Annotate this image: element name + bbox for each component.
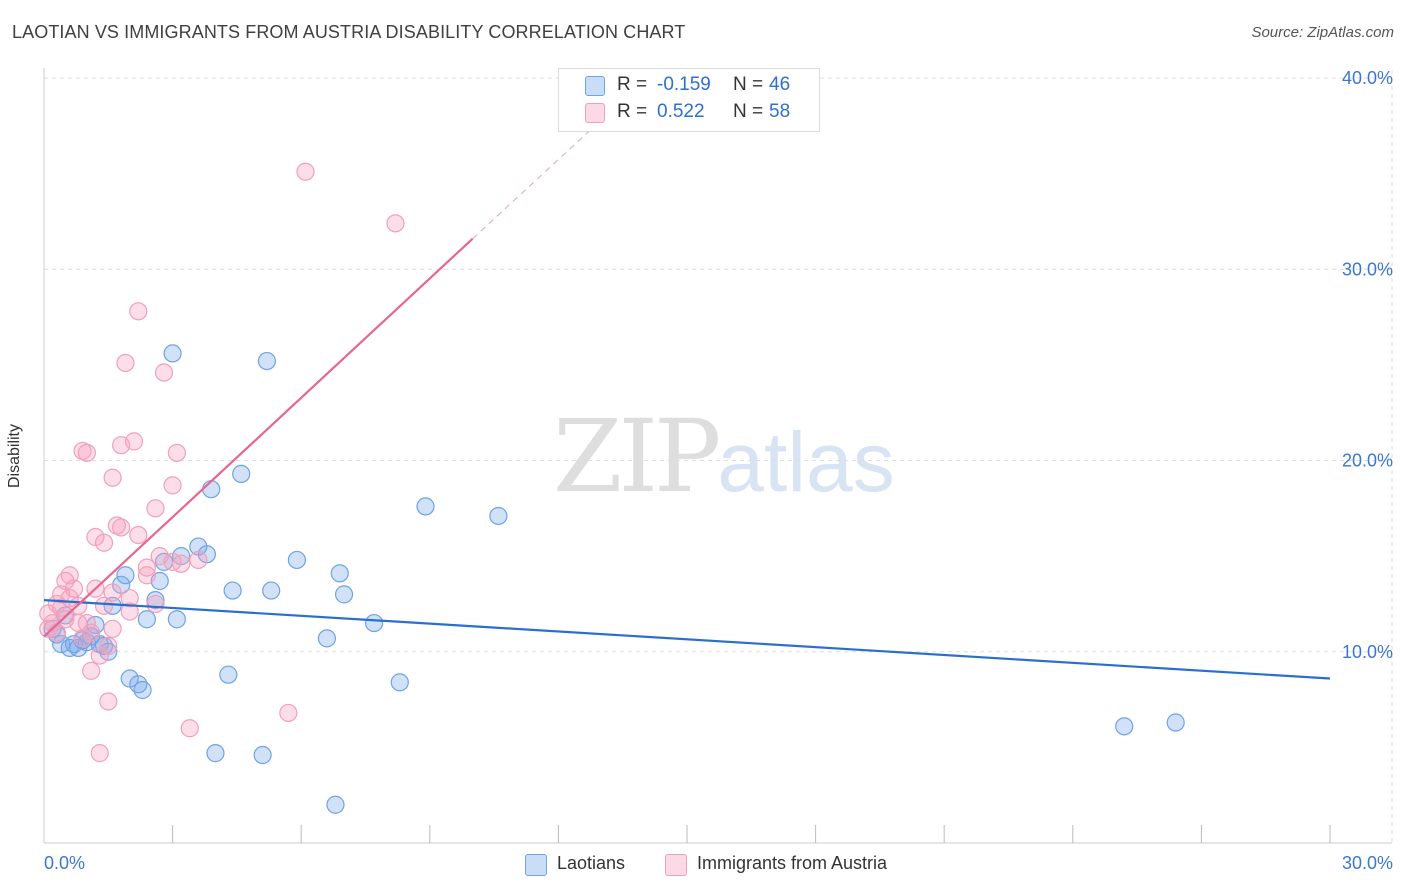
point-laotians bbox=[489, 506, 508, 526]
point-austria bbox=[64, 579, 84, 598]
y-tick-label: 30.0% bbox=[1342, 259, 1393, 279]
point-austria bbox=[129, 525, 148, 545]
stats-legend: R = -0.159 N = 46 R = 0.522 N = 58 bbox=[558, 68, 820, 132]
point-austria bbox=[296, 162, 315, 181]
point-laotians bbox=[330, 564, 349, 583]
point-austria bbox=[163, 476, 182, 495]
point-austria bbox=[189, 550, 208, 570]
point-laotians bbox=[317, 629, 337, 648]
trend-line-laotians bbox=[43, 599, 1331, 680]
x-tick-label: 0.0% bbox=[44, 853, 85, 873]
r-label: R = bbox=[617, 74, 648, 95]
point-laotians bbox=[167, 610, 186, 629]
point-austria bbox=[82, 661, 101, 680]
point-laotians bbox=[99, 642, 118, 661]
watermark-atlas: atlas bbox=[717, 415, 895, 509]
r-label: R = bbox=[617, 101, 648, 122]
y-tick-label: 40.0% bbox=[1342, 68, 1393, 88]
point-austria bbox=[120, 589, 139, 608]
point-laotians bbox=[364, 613, 384, 633]
n-value-austria: 58 bbox=[769, 101, 791, 122]
trend-line-extension-austria bbox=[472, 123, 598, 240]
point-austria bbox=[99, 636, 118, 656]
bottom-legend: Laotians Immigrants from Austria bbox=[0, 852, 1406, 878]
r-value-laotians: -0.159 bbox=[657, 74, 711, 95]
point-austria bbox=[120, 602, 139, 621]
point-laotians bbox=[326, 795, 345, 814]
point-laotians bbox=[262, 581, 281, 600]
point-austria bbox=[116, 353, 135, 373]
point-austria bbox=[90, 744, 109, 763]
y-tick-label: 20.0% bbox=[1342, 451, 1393, 471]
point-laotians bbox=[390, 673, 409, 692]
point-laotians bbox=[137, 610, 156, 629]
point-austria bbox=[103, 468, 122, 487]
laotians-legend-swatch bbox=[525, 854, 547, 876]
point-laotians bbox=[287, 550, 307, 570]
point-laotians bbox=[202, 480, 221, 499]
source-label: Source: ZipAtlas.com bbox=[1251, 24, 1394, 41]
n-label: N = bbox=[733, 101, 764, 122]
point-austria bbox=[137, 558, 156, 577]
point-laotians bbox=[232, 464, 251, 483]
n-value-laotians: 46 bbox=[769, 74, 791, 95]
point-austria bbox=[77, 613, 96, 633]
point-laotians bbox=[334, 585, 354, 604]
point-austria bbox=[94, 596, 114, 615]
point-laotians bbox=[253, 745, 272, 765]
point-austria bbox=[137, 566, 156, 585]
point-austria bbox=[180, 719, 199, 738]
point-austria bbox=[172, 554, 191, 573]
y-axis-label: Disability bbox=[6, 423, 23, 489]
point-austria bbox=[77, 443, 96, 462]
point-austria bbox=[124, 432, 144, 451]
point-austria bbox=[82, 623, 101, 642]
trend-line-austria bbox=[43, 237, 474, 638]
watermark: ZIPatlas bbox=[553, 398, 895, 515]
point-laotians bbox=[163, 344, 182, 363]
point-austria bbox=[279, 703, 298, 723]
point-laotians bbox=[219, 665, 238, 684]
point-laotians bbox=[52, 634, 71, 654]
n-label: N = bbox=[733, 74, 764, 95]
point-austria bbox=[386, 214, 405, 233]
point-austria bbox=[154, 363, 174, 382]
laotians-swatch bbox=[585, 76, 605, 96]
point-laotians bbox=[206, 744, 225, 763]
point-austria bbox=[99, 692, 118, 711]
point-austria bbox=[60, 566, 79, 585]
point-austria bbox=[129, 302, 148, 321]
point-austria bbox=[146, 499, 165, 518]
legend-label-laotians: Laotians bbox=[557, 853, 626, 873]
chart-title: LAOTIAN VS IMMIGRANTS FROM AUSTRIA DISAB… bbox=[12, 22, 686, 42]
point-laotians bbox=[146, 591, 165, 610]
point-laotians bbox=[257, 351, 277, 371]
point-laotians bbox=[133, 680, 152, 700]
point-laotians bbox=[416, 497, 435, 516]
x-tick-label: 30.0% bbox=[1342, 853, 1393, 873]
point-austria bbox=[167, 443, 186, 462]
point-austria bbox=[146, 594, 165, 614]
watermark-zip: ZIP bbox=[553, 398, 721, 515]
austria-legend-swatch bbox=[665, 854, 687, 876]
legend-label-austria: Immigrants from Austria bbox=[697, 853, 888, 873]
point-laotians bbox=[1115, 717, 1134, 736]
point-austria bbox=[103, 619, 122, 638]
point-laotians bbox=[1166, 713, 1185, 732]
austria-swatch bbox=[585, 103, 605, 123]
point-austria bbox=[103, 583, 122, 602]
y-tick-label: 10.0% bbox=[1342, 642, 1393, 662]
point-laotians bbox=[116, 566, 135, 585]
point-laotians bbox=[223, 581, 242, 600]
r-value-austria: 0.522 bbox=[657, 101, 705, 122]
point-austria bbox=[94, 533, 114, 552]
point-austria bbox=[112, 518, 131, 537]
